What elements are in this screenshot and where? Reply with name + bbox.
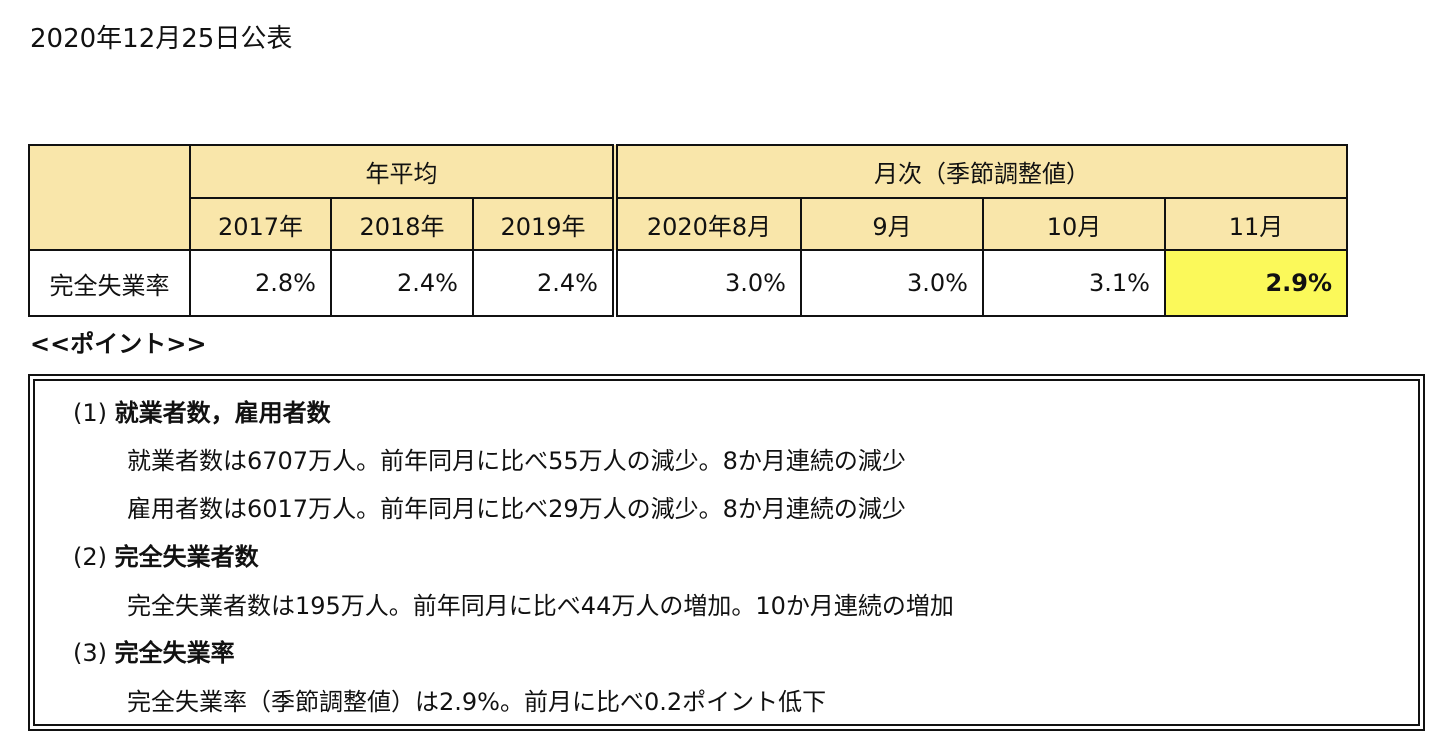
period-header: 2020年8月: [612, 197, 802, 251]
section-heading: (1) 就業者数，雇用者数: [73, 397, 331, 429]
rate-value: 2.4%: [330, 249, 474, 317]
period-header: 2017年: [189, 197, 332, 251]
period-header: 9月: [800, 197, 984, 251]
period-header: 10月: [982, 197, 1166, 251]
section-number: (1): [73, 399, 107, 427]
row-label: 完全失業率: [28, 249, 191, 317]
rate-value: 2.4%: [472, 249, 616, 317]
rate-value-latest: 2.9%: [1164, 249, 1348, 317]
group-header-row: 年平均 月次（季節調整値）: [28, 144, 1348, 251]
announcement-date: 2020年12月25日公表: [30, 24, 293, 54]
points-box: (1) 就業者数，雇用者数 就業者数は6707万人。前年同月に比べ55万人の減少…: [28, 374, 1425, 731]
section-heading: (2) 完全失業者数: [73, 541, 259, 573]
section-number: (3): [73, 639, 107, 667]
rate-value: 2.8%: [189, 249, 332, 317]
period-header-row: 2017年 2018年 2019年 2020年8月 9月 10月 11月: [29, 197, 1348, 251]
group-header-monthly: 月次（季節調整値）: [612, 144, 1348, 199]
section-heading: (3) 完全失業率: [73, 637, 235, 669]
point-line: 完全失業者数は195万人。前年同月に比べ44万人の増加。10か月連続の増加: [127, 592, 954, 620]
section-title: 就業者数，雇用者数: [114, 399, 331, 427]
section-title: 完全失業率: [114, 639, 235, 667]
point-line: 完全失業率（季節調整値）は2.9%。前月に比べ0.2ポイント低下: [127, 688, 827, 716]
unemployment-rate-row: 完全失業率 2.8% 2.4% 2.4% 3.0% 3.0% 3.1% 2.9%: [28, 249, 1348, 317]
rate-value: 3.0%: [800, 249, 984, 317]
point-line: 就業者数は6707万人。前年同月に比べ55万人の減少。8か月連続の減少: [127, 447, 906, 475]
section-number: (2): [73, 543, 107, 571]
rate-value: 3.0%: [612, 249, 802, 317]
period-header: 2019年: [472, 197, 616, 251]
section-title: 完全失業者数: [114, 543, 259, 571]
rate-value: 3.1%: [982, 249, 1166, 317]
period-header: 2018年: [330, 197, 474, 251]
group-header-annual: 年平均: [189, 144, 616, 199]
unemployment-rate-table: 年平均 月次（季節調整値） 2017年 2018年 2019年 2020年8月 …: [28, 144, 1348, 317]
corner-cell: [28, 144, 191, 251]
points-heading: <<ポイント>>: [30, 330, 207, 358]
point-line: 雇用者数は6017万人。前年同月に比べ29万人の減少。8か月連続の減少: [127, 495, 906, 523]
period-header: 11月: [1164, 197, 1348, 251]
